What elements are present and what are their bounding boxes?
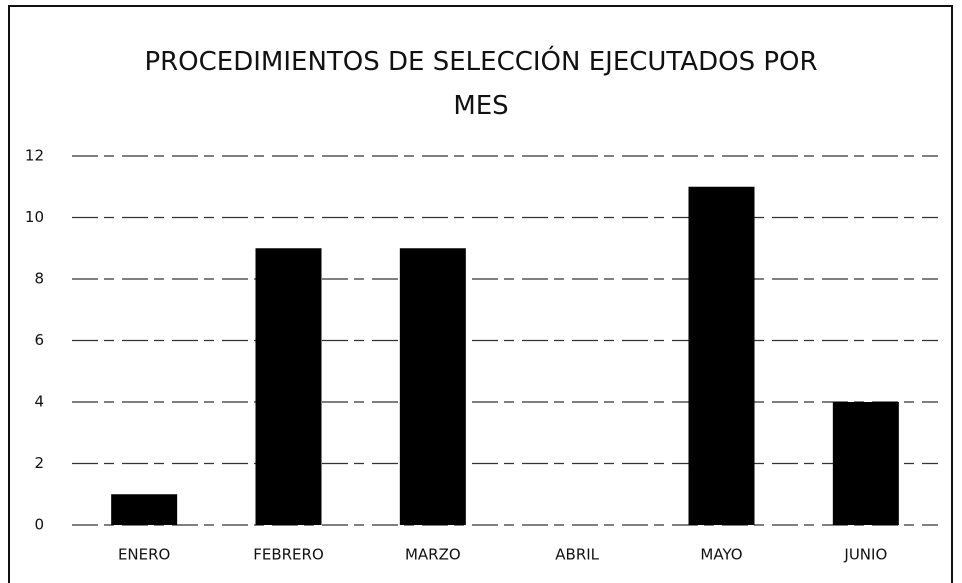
y-tick-label: 10	[25, 208, 44, 226]
x-tick-label: JUNIO	[843, 546, 887, 564]
y-tick-label: 0	[34, 516, 44, 534]
x-tick-label: MAYO	[700, 546, 742, 564]
chart-frame	[8, 5, 953, 583]
bar	[111, 494, 178, 525]
y-tick-label: 6	[34, 331, 44, 349]
bar	[688, 186, 755, 525]
y-tick-label: 8	[34, 270, 44, 288]
x-tick-label: ENERO	[118, 546, 170, 564]
bar	[832, 402, 899, 525]
x-tick-label: MARZO	[405, 546, 461, 564]
x-tick-label: ABRIL	[555, 546, 599, 564]
bar	[255, 248, 322, 525]
chart-title: PROCEDIMIENTOS DE SELECCIÓN EJECUTADOS P…	[144, 47, 818, 121]
y-tick-label: 2	[34, 454, 44, 472]
y-tick-label: 4	[34, 393, 44, 411]
bar	[399, 248, 466, 525]
x-tick-label: FEBRERO	[253, 546, 324, 564]
y-tick-label: 12	[25, 147, 44, 165]
